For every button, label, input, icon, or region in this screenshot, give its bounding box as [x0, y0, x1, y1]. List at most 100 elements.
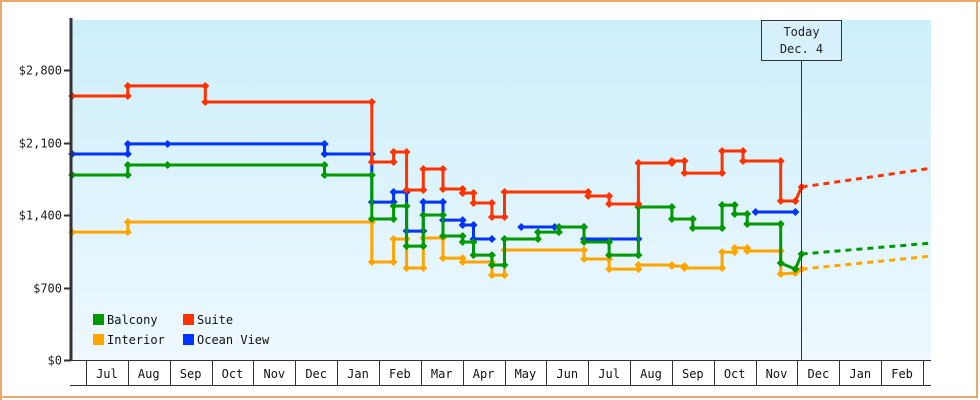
- data-point-marker[interactable]: [743, 247, 752, 256]
- data-point-marker[interactable]: [730, 201, 739, 210]
- data-point-marker[interactable]: [469, 251, 478, 260]
- data-point-marker[interactable]: [776, 157, 785, 166]
- data-point-marker[interactable]: [791, 197, 800, 206]
- data-point-marker[interactable]: [739, 146, 748, 155]
- data-point-marker[interactable]: [776, 220, 785, 229]
- data-point-marker[interactable]: [438, 185, 447, 194]
- data-point-marker[interactable]: [634, 261, 643, 270]
- data-point-marker[interactable]: [163, 160, 172, 169]
- data-point-marker[interactable]: [389, 215, 398, 224]
- data-point-marker[interactable]: [367, 171, 376, 180]
- data-point-marker[interactable]: [487, 198, 496, 207]
- data-point-marker[interactable]: [500, 212, 509, 221]
- data-point-marker[interactable]: [123, 139, 132, 148]
- data-point-marker[interactable]: [500, 188, 509, 197]
- data-point-marker[interactable]: [458, 185, 467, 194]
- data-point-marker[interactable]: [438, 198, 447, 207]
- data-point-marker[interactable]: [419, 186, 428, 195]
- data-point-marker[interactable]: [680, 264, 689, 273]
- data-point-marker[interactable]: [487, 212, 496, 221]
- data-point-marker[interactable]: [419, 198, 428, 207]
- data-point-marker[interactable]: [389, 235, 398, 244]
- data-point-marker[interactable]: [580, 255, 589, 264]
- data-point-marker[interactable]: [550, 223, 559, 232]
- data-point-marker[interactable]: [367, 98, 376, 107]
- data-point-marker[interactable]: [730, 244, 739, 253]
- data-point-marker[interactable]: [419, 242, 428, 251]
- data-point-marker[interactable]: [688, 215, 697, 224]
- data-point-marker[interactable]: [634, 159, 643, 168]
- data-point-marker[interactable]: [458, 258, 467, 267]
- data-point-marker[interactable]: [438, 254, 447, 263]
- data-point-marker[interactable]: [458, 238, 467, 247]
- data-point-marker[interactable]: [123, 218, 132, 227]
- data-point-marker[interactable]: [458, 221, 467, 230]
- data-point-marker[interactable]: [123, 171, 132, 180]
- data-point-marker[interactable]: [402, 242, 411, 251]
- data-point-marker[interactable]: [791, 207, 800, 216]
- data-point-marker[interactable]: [605, 251, 614, 260]
- data-point-marker[interactable]: [419, 211, 428, 219]
- data-point-marker[interactable]: [533, 235, 542, 244]
- data-point-marker[interactable]: [680, 169, 689, 178]
- data-point-marker[interactable]: [458, 189, 467, 198]
- data-point-marker[interactable]: [730, 248, 739, 257]
- data-point-marker[interactable]: [123, 228, 132, 237]
- data-point-marker[interactable]: [367, 258, 376, 267]
- data-point-marker[interactable]: [500, 261, 509, 270]
- data-point-marker[interactable]: [634, 265, 643, 274]
- data-point-marker[interactable]: [634, 200, 643, 209]
- data-point-marker[interactable]: [580, 246, 589, 255]
- data-point-marker[interactable]: [469, 189, 478, 198]
- data-point-marker[interactable]: [718, 201, 727, 210]
- data-point-marker[interactable]: [123, 91, 132, 100]
- data-point-marker[interactable]: [163, 139, 172, 148]
- data-point-marker[interactable]: [389, 258, 398, 267]
- data-point-marker[interactable]: [487, 271, 496, 280]
- data-point-marker[interactable]: [751, 207, 760, 216]
- data-point-marker[interactable]: [438, 165, 447, 174]
- data-point-marker[interactable]: [320, 160, 329, 169]
- data-point-marker[interactable]: [718, 264, 727, 273]
- data-point-marker[interactable]: [123, 149, 132, 158]
- data-point-marker[interactable]: [201, 81, 210, 90]
- data-point-marker[interactable]: [517, 223, 526, 232]
- data-point-marker[interactable]: [718, 248, 727, 257]
- data-point-marker[interactable]: [389, 201, 398, 210]
- data-point-marker[interactable]: [123, 81, 132, 90]
- data-point-marker[interactable]: [389, 148, 398, 157]
- data-point-marker[interactable]: [320, 139, 329, 148]
- data-point-marker[interactable]: [580, 238, 589, 247]
- data-point-marker[interactable]: [438, 232, 447, 241]
- data-point-marker[interactable]: [667, 215, 676, 224]
- data-point-marker[interactable]: [554, 228, 563, 237]
- data-point-marker[interactable]: [320, 171, 329, 180]
- data-point-marker[interactable]: [584, 192, 593, 201]
- data-point-marker[interactable]: [718, 169, 727, 178]
- data-point-marker[interactable]: [469, 221, 478, 230]
- data-point-marker[interactable]: [667, 157, 676, 166]
- data-point-marker[interactable]: [419, 165, 428, 174]
- data-point-marker[interactable]: [634, 251, 643, 260]
- data-point-marker[interactable]: [718, 146, 727, 155]
- data-point-marker[interactable]: [584, 188, 593, 197]
- data-point-marker[interactable]: [419, 264, 428, 273]
- data-point-marker[interactable]: [367, 157, 376, 166]
- data-point-marker[interactable]: [605, 265, 614, 274]
- data-point-marker[interactable]: [743, 209, 752, 218]
- data-point-marker[interactable]: [402, 148, 411, 157]
- data-point-marker[interactable]: [718, 224, 727, 233]
- data-point-marker[interactable]: [438, 211, 447, 219]
- data-point-marker[interactable]: [680, 157, 689, 166]
- data-point-marker[interactable]: [458, 232, 467, 241]
- data-point-marker[interactable]: [667, 203, 676, 212]
- data-point-marker[interactable]: [776, 259, 785, 268]
- data-point-marker[interactable]: [533, 228, 542, 237]
- data-point-marker[interactable]: [389, 157, 398, 166]
- data-point-marker[interactable]: [791, 265, 800, 274]
- data-point-marker[interactable]: [730, 209, 739, 218]
- data-point-marker[interactable]: [402, 264, 411, 273]
- data-point-marker[interactable]: [458, 216, 467, 225]
- data-point-marker[interactable]: [580, 223, 589, 232]
- data-point-marker[interactable]: [402, 186, 411, 195]
